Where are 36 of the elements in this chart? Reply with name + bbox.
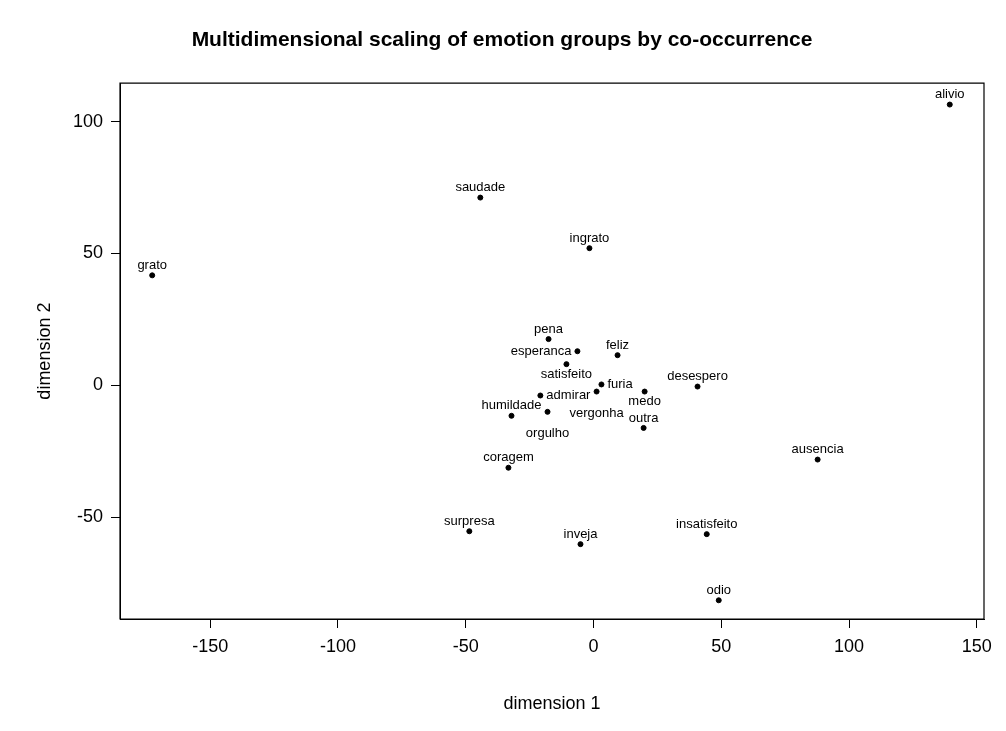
x-tick-label: 100 — [834, 635, 865, 656]
data-label: orgulho — [525, 425, 570, 441]
data-label: grato — [137, 256, 168, 272]
data-label: outra — [628, 409, 660, 425]
y-tick-label: -50 — [76, 505, 103, 526]
data-label: furia — [607, 376, 634, 392]
y-tick-label: 50 — [82, 242, 103, 263]
chart-title: Multidimensional scaling of emotion groups by co-occurrence — [191, 27, 813, 51]
data-label: satisfeito — [540, 365, 593, 381]
x-tick-label: 150 — [961, 635, 992, 656]
y-axis-title: dimension 2 — [33, 302, 54, 400]
data-label: medo — [628, 393, 661, 409]
data-label: inveja — [563, 525, 599, 541]
data-label: saudade — [455, 179, 506, 195]
x-tick-label: -50 — [452, 635, 479, 656]
data-label: insatisfeito — [676, 515, 738, 531]
data-label: ingrato — [569, 229, 610, 245]
data-label: ausencia — [791, 441, 845, 457]
data-label: admirar — [546, 387, 592, 403]
data-label: surpresa — [444, 512, 496, 528]
x-tick-label: -150 — [192, 635, 229, 656]
data-label: vergonha — [569, 405, 625, 421]
x-tick-label: 0 — [588, 635, 599, 656]
data-label: alivio — [934, 86, 965, 102]
x-tick-label: -100 — [319, 635, 356, 656]
y-tick-label: 0 — [92, 374, 103, 395]
y-tick-label: 100 — [72, 110, 103, 131]
x-tick-label: 50 — [711, 635, 732, 656]
data-label: desespero — [667, 368, 728, 384]
data-label: humildade — [481, 397, 542, 413]
data-label: feliz — [605, 336, 630, 352]
data-label: coragem — [483, 449, 534, 465]
data-label: pena — [534, 320, 564, 336]
data-label: odio — [706, 581, 732, 597]
x-axis-title: dimension 1 — [503, 693, 601, 714]
data-label: esperanca — [510, 342, 573, 358]
